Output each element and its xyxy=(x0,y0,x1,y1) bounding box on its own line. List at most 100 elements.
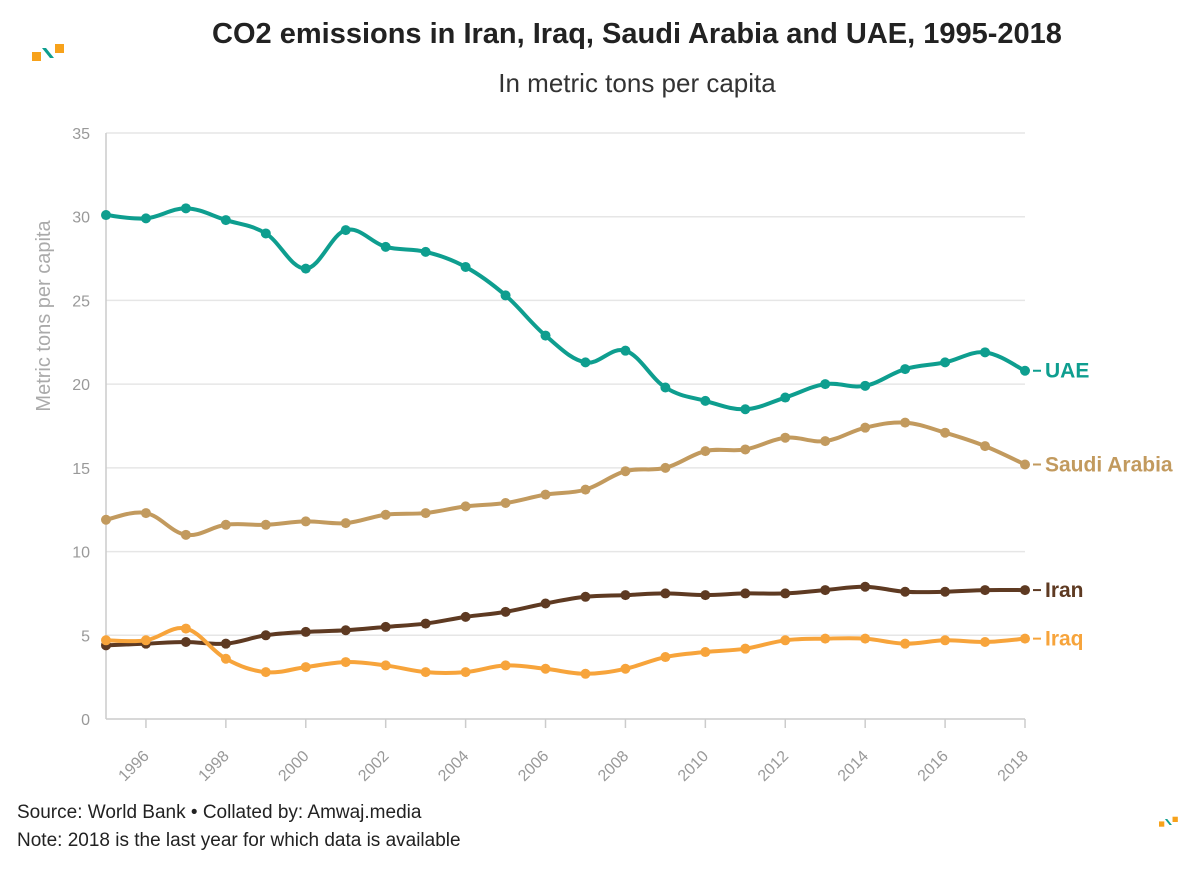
data-point-iran xyxy=(620,590,631,601)
data-point-uae xyxy=(580,357,591,368)
x-tick-label: 2014 xyxy=(835,748,872,785)
data-point-iraq xyxy=(220,653,231,664)
x-tick-label: 2000 xyxy=(275,748,312,785)
y-tick-label: 5 xyxy=(81,628,90,645)
series-label-iran: Iran xyxy=(1045,579,1084,602)
data-point-saudi-arabia xyxy=(980,441,991,452)
data-point-iran xyxy=(1020,585,1030,596)
y-tick-label: 30 xyxy=(72,210,90,227)
data-point-iraq xyxy=(540,663,551,674)
data-point-saudi-arabia xyxy=(220,519,231,530)
data-point-iran xyxy=(180,636,191,647)
data-point-iraq xyxy=(500,660,511,671)
x-tick-label: 2008 xyxy=(595,748,632,785)
data-point-saudi-arabia xyxy=(1020,459,1030,470)
data-point-saudi-arabia xyxy=(740,444,751,455)
series-label-uae: UAE xyxy=(1045,360,1089,383)
y-tick-label: 20 xyxy=(72,377,90,394)
data-point-uae xyxy=(820,379,831,390)
amwaj-logo-small-icon xyxy=(1159,816,1178,827)
data-point-iraq xyxy=(580,668,591,679)
data-point-iran xyxy=(460,611,471,622)
x-tick-label: 1998 xyxy=(196,748,233,785)
data-point-iraq xyxy=(260,667,271,678)
y-tick-label: 35 xyxy=(72,126,90,143)
data-point-iran xyxy=(220,638,231,649)
y-tick-label: 10 xyxy=(72,545,90,562)
data-point-saudi-arabia xyxy=(340,518,351,529)
data-point-iran xyxy=(660,588,671,599)
data-point-iran xyxy=(340,625,351,636)
data-point-uae xyxy=(420,246,431,257)
x-tick-label: 2002 xyxy=(355,748,392,785)
data-point-saudi-arabia xyxy=(660,462,671,473)
data-point-iran xyxy=(500,606,511,617)
data-point-iraq xyxy=(900,638,911,649)
data-point-uae xyxy=(700,395,711,406)
series-label-iraq: Iraq xyxy=(1045,628,1084,651)
data-point-iraq xyxy=(1020,633,1030,644)
note-text: Note: 2018 is the last year for which da… xyxy=(17,830,461,851)
x-tick-label: 2018 xyxy=(995,748,1032,785)
data-point-iran xyxy=(740,588,751,599)
data-point-uae xyxy=(500,290,511,301)
series-line-uae xyxy=(104,206,1027,412)
data-point-iran xyxy=(940,586,951,597)
series-line-saudi-arabia xyxy=(104,420,1027,538)
data-point-iran xyxy=(780,588,791,599)
data-point-saudi-arabia xyxy=(420,508,431,519)
data-point-iran xyxy=(700,590,711,601)
y-tick-label: 0 xyxy=(81,712,90,729)
y-axis-label: Metric tons per capita xyxy=(33,220,55,412)
data-point-uae xyxy=(620,345,631,356)
data-point-uae xyxy=(860,380,871,391)
data-point-iran xyxy=(260,630,271,641)
data-point-iraq xyxy=(740,643,751,654)
x-tick-label: 2012 xyxy=(755,748,792,785)
chart-title: CO2 emissions in Iran, Iraq, Saudi Arabi… xyxy=(212,18,1062,50)
data-point-iraq xyxy=(460,667,471,678)
data-point-iran xyxy=(980,585,991,596)
data-point-uae xyxy=(780,392,791,403)
data-point-uae xyxy=(980,347,991,358)
data-point-uae xyxy=(300,263,311,274)
data-point-uae xyxy=(220,215,231,226)
data-point-iraq xyxy=(860,633,871,644)
amwaj-logo-icon xyxy=(32,44,64,61)
data-point-uae xyxy=(340,225,351,236)
data-point-iraq xyxy=(660,652,671,663)
data-point-saudi-arabia xyxy=(860,422,871,433)
data-point-saudi-arabia xyxy=(180,529,191,540)
data-point-uae xyxy=(460,261,471,272)
data-point-uae xyxy=(660,382,671,393)
data-point-iran xyxy=(300,626,311,637)
data-point-saudi-arabia xyxy=(140,508,151,519)
data-point-iraq xyxy=(980,636,991,647)
data-point-iran xyxy=(860,581,871,592)
data-point-saudi-arabia xyxy=(460,501,471,512)
data-point-iraq xyxy=(420,667,431,678)
series-line-iran xyxy=(104,584,1027,648)
data-point-uae xyxy=(380,241,391,252)
x-tick-label: 2004 xyxy=(435,748,472,785)
data-point-iraq xyxy=(101,635,111,646)
data-point-saudi-arabia xyxy=(300,516,311,527)
data-point-iraq xyxy=(140,635,151,646)
data-point-iraq xyxy=(380,660,391,671)
data-point-saudi-arabia xyxy=(780,432,791,443)
x-tick-label: 1996 xyxy=(116,748,153,785)
data-point-iran xyxy=(820,585,831,596)
x-tick-label: 2016 xyxy=(915,748,952,785)
data-point-iran xyxy=(380,621,391,632)
data-point-uae xyxy=(180,203,191,214)
data-point-uae xyxy=(940,357,951,368)
data-point-saudi-arabia xyxy=(900,417,911,428)
data-point-saudi-arabia xyxy=(540,489,551,500)
series-label-saudi-arabia: Saudi Arabia xyxy=(1045,454,1173,477)
data-point-iraq xyxy=(620,663,631,674)
data-point-saudi-arabia xyxy=(260,519,271,530)
data-point-saudi-arabia xyxy=(101,514,111,525)
data-point-iran xyxy=(900,586,911,597)
x-tick-label: 2010 xyxy=(675,748,712,785)
